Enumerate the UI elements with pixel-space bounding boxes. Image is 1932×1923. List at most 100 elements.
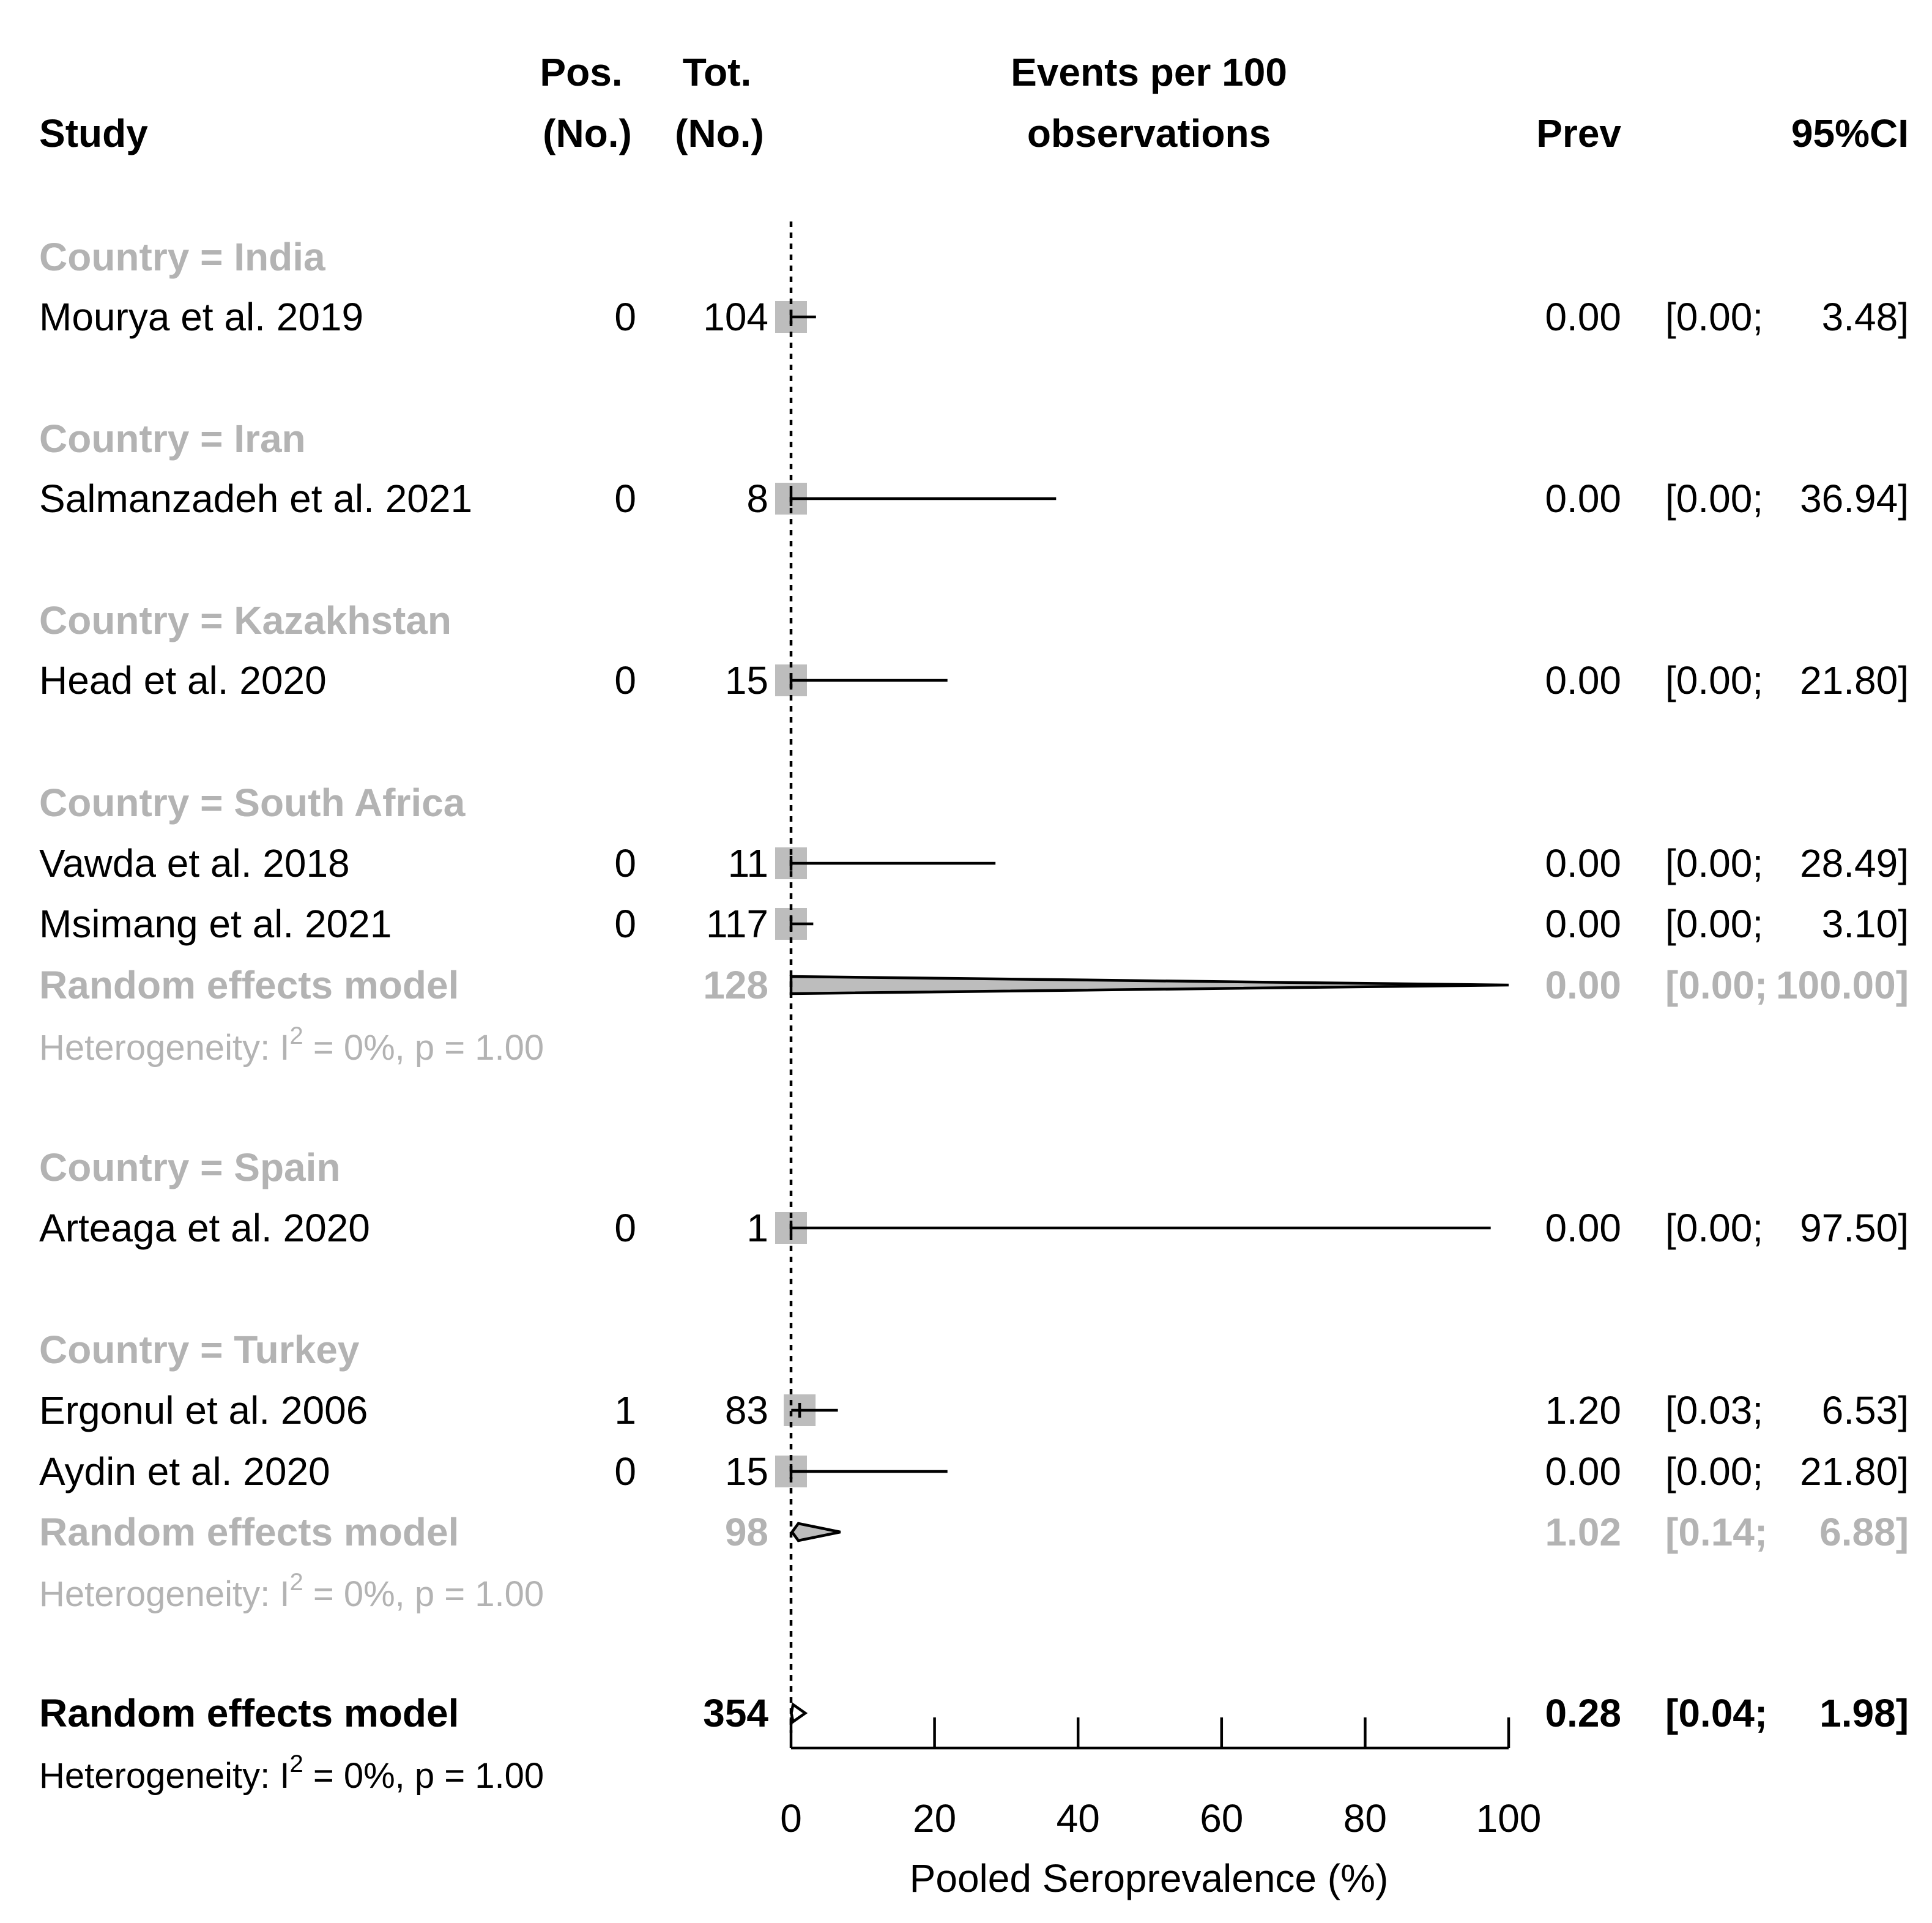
- tot-count: 83: [725, 1388, 768, 1432]
- x-tick-label: 60: [1200, 1796, 1243, 1840]
- ci-upper: 3.10]: [1822, 902, 1909, 946]
- het-prefix: Heterogeneity:: [39, 1756, 280, 1796]
- prev-value: 0.00: [1545, 658, 1621, 702]
- prev-value: 0.00: [1545, 477, 1621, 521]
- column-headers: Study Pos. (No.) Tot. (No.) Events per 1…: [39, 50, 1909, 155]
- prev-value: 0.00: [1545, 841, 1621, 885]
- ci-upper: 6.53]: [1822, 1388, 1909, 1432]
- pos-count: 0: [614, 658, 636, 702]
- het-tail: = 1.00: [434, 1028, 544, 1068]
- pos-count: 0: [614, 841, 636, 885]
- tot-count: 104: [703, 295, 768, 339]
- header-events-line1: Events per 100: [1011, 50, 1287, 94]
- pos-count: 0: [614, 1206, 636, 1250]
- prev-value: 1.02: [1545, 1510, 1621, 1554]
- tot-count: 128: [703, 963, 768, 1007]
- x-axis-label: Pooled Seroprevalence (%): [910, 1856, 1389, 1900]
- prev-value: 0.00: [1545, 1449, 1621, 1493]
- pos-count: 0: [614, 1449, 636, 1493]
- ci-upper: 28.49]: [1800, 841, 1909, 885]
- het-i2: I: [280, 1028, 289, 1068]
- x-tick-label: 80: [1343, 1796, 1387, 1840]
- ci-upper: 6.88]: [1819, 1510, 1909, 1554]
- study-label: Head et al. 2020: [39, 658, 327, 702]
- ci-lower: [0.00;: [1665, 1206, 1763, 1250]
- het-i2-sup: 2: [289, 1750, 303, 1777]
- het-tail: = 1.00: [434, 1574, 544, 1614]
- heterogeneity-text: Heterogeneity: I2 = 0%, p = 1.00: [39, 1569, 544, 1614]
- het-tail: = 1.00: [434, 1756, 544, 1796]
- x-tick-label: 40: [1057, 1796, 1100, 1840]
- x-axis: Pooled Seroprevalence (%) 0 20 40 60 80 100: [780, 1717, 1541, 1900]
- header-tot-line2: (No.): [675, 111, 764, 155]
- table-rows: Country = India Mourya et al. 2019 0 104 0.0…: [39, 235, 1909, 1796]
- tot-count: 98: [725, 1510, 768, 1554]
- pos-count: 0: [614, 902, 636, 946]
- het-i2-sup: 2: [289, 1022, 303, 1049]
- heterogeneity-text: Heterogeneity: I2 = 0%, p = 1.00: [39, 1750, 544, 1796]
- ci-upper: 97.50]: [1800, 1206, 1909, 1250]
- header-pos-line1: Pos.: [540, 50, 622, 94]
- prev-value: 0.28: [1545, 1691, 1621, 1735]
- subtotal-diamond: [789, 975, 1509, 995]
- ci-lower: [0.00;: [1665, 1449, 1763, 1493]
- prev-value: 0.00: [1545, 1206, 1621, 1250]
- ci-lower: [0.00;: [1665, 295, 1763, 339]
- tot-count: 117: [706, 902, 768, 946]
- model-label: Random effects model: [39, 963, 459, 1007]
- ci-lower: [0.00;: [1665, 963, 1767, 1007]
- tot-count: 354: [703, 1691, 768, 1735]
- ci-upper: 3.48]: [1822, 295, 1909, 339]
- ci-lower: [0.00;: [1665, 902, 1763, 946]
- ci-lower: [0.00;: [1665, 658, 1763, 702]
- header-study: Study: [39, 111, 148, 155]
- ci-lower: [0.00;: [1665, 477, 1763, 521]
- het-mid: = 0%,: [303, 1028, 415, 1068]
- header-tot-line1: Tot.: [683, 50, 752, 94]
- het-i2: I: [280, 1574, 289, 1614]
- ci-upper: 21.80]: [1800, 658, 1909, 702]
- header-prev: Prev: [1536, 111, 1621, 155]
- overall-diamond: [790, 1702, 808, 1724]
- ci-upper: 36.94]: [1800, 477, 1909, 521]
- subtotal-diamond: [790, 1522, 841, 1542]
- pos-count: 1: [614, 1388, 636, 1432]
- study-label: Salmanzadeh et al. 2021: [39, 477, 472, 521]
- heterogeneity-text: Heterogeneity: I2 = 0%, p = 1.00: [39, 1022, 544, 1068]
- study-label: Msimang et al. 2021: [39, 902, 392, 946]
- het-i2: I: [280, 1756, 289, 1796]
- pos-count: 0: [614, 295, 636, 339]
- het-mid: = 0%,: [303, 1574, 415, 1614]
- model-label: Random effects model: [39, 1510, 459, 1554]
- prev-value: 0.00: [1545, 963, 1621, 1007]
- header-ci: 95%CI: [1791, 111, 1909, 155]
- prev-value: 1.20: [1545, 1388, 1621, 1432]
- group-label: Country = Kazakhstan: [39, 598, 451, 642]
- x-tick-label: 0: [780, 1796, 802, 1840]
- tot-count: 1: [746, 1206, 768, 1250]
- study-label: Aydin et al. 2020: [39, 1449, 330, 1493]
- group-label: Country = India: [39, 235, 325, 279]
- study-label: Mourya et al. 2019: [39, 295, 363, 339]
- ci-lower: [0.03;: [1665, 1388, 1763, 1432]
- forest-marks: [775, 221, 1509, 1733]
- header-pos-line2: (No.): [543, 111, 632, 155]
- study-label: Arteaga et al. 2020: [39, 1206, 370, 1250]
- tot-count: 15: [725, 658, 768, 702]
- group-label: Country = South Africa: [39, 781, 466, 825]
- group-label: Country = Spain: [39, 1145, 341, 1189]
- ci-upper: 21.80]: [1800, 1449, 1909, 1493]
- header-events-line2: observations: [1027, 111, 1271, 155]
- ci-upper: 100.00]: [1776, 963, 1909, 1007]
- group-label: Country = Iran: [39, 417, 306, 461]
- ci-upper: 1.98]: [1819, 1691, 1909, 1735]
- ci-lower: [0.00;: [1665, 841, 1763, 885]
- het-i2-sup: 2: [289, 1569, 303, 1596]
- study-label: Vawda et al. 2018: [39, 841, 350, 885]
- group-label: Country = Turkey: [39, 1328, 360, 1372]
- het-p: p: [415, 1574, 434, 1614]
- pos-count: 0: [614, 477, 636, 521]
- tot-count: 8: [746, 477, 768, 521]
- tot-count: 15: [725, 1449, 768, 1493]
